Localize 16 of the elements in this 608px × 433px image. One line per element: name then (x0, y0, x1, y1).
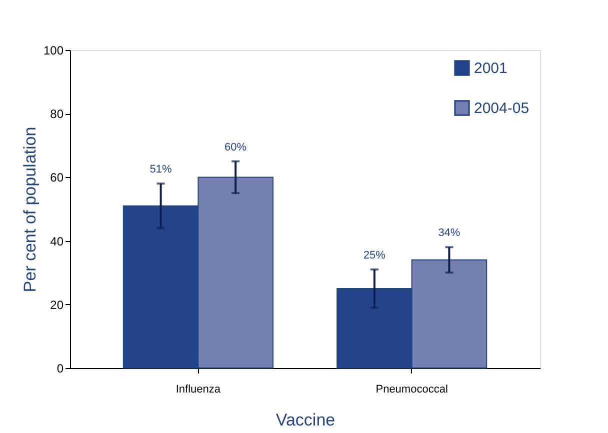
y-axis-title: Per cent of population (20, 126, 40, 292)
y-tick-label: 60 (50, 170, 64, 185)
data-label: 51% (150, 164, 172, 176)
x-axis-title: Vaccine (276, 410, 336, 430)
y-tick-label: 20 (50, 298, 64, 312)
legend-label: 2001 (474, 60, 508, 77)
y-tick-label: 0 (56, 362, 64, 376)
legend-label: 2004-05 (474, 100, 530, 117)
data-label: 60% (224, 141, 247, 154)
data-label: 34% (438, 227, 460, 240)
data-label: 25% (363, 249, 386, 262)
x-tick-label: Pneumococcal (376, 384, 448, 396)
y-tick-label: 100 (43, 44, 64, 58)
y-tick-label: 40 (50, 234, 64, 248)
x-tick-label: Influenza (176, 384, 222, 396)
y-tick-label: 80 (50, 107, 64, 122)
